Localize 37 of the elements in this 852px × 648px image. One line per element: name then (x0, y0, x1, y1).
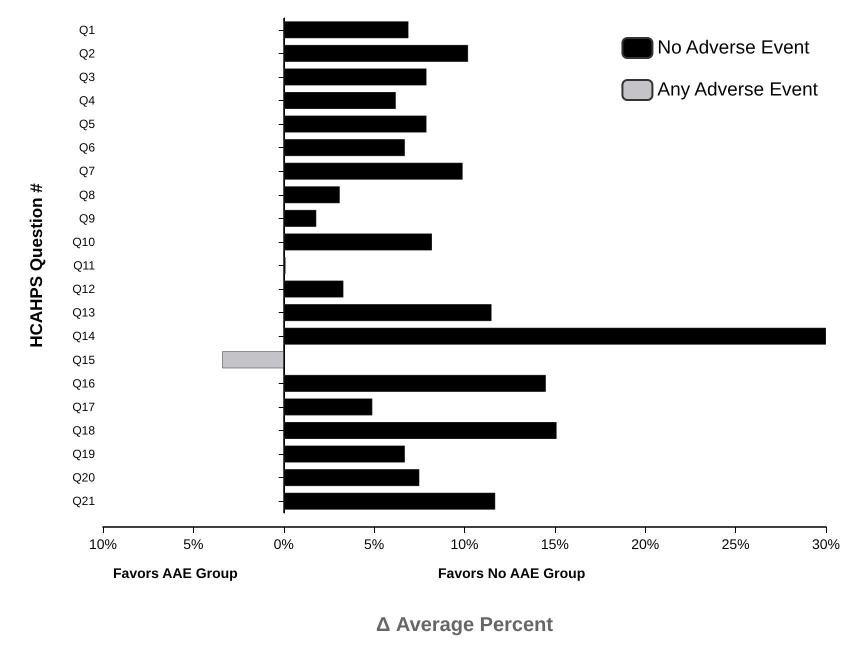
y-tick-label: Q2 (78, 46, 96, 60)
x-tick-label: 20% (631, 536, 660, 552)
y-tick-label: Q11 (73, 258, 96, 272)
y-tick-label: Q4 (78, 94, 96, 108)
y-tick-label: Q13 (72, 306, 96, 320)
y-tick-label: Q9 (78, 211, 96, 226)
x-tick-label: 10% (450, 536, 479, 552)
y-tick-label: Q7 (78, 164, 96, 178)
y-tick-label: Q14 (72, 329, 96, 344)
y-tick-label: Q21 (72, 494, 96, 508)
y-tick-label: Q18 (72, 424, 96, 438)
x-tick-label: 10% (88, 536, 118, 552)
legend-label: Any Adverse Event (657, 80, 819, 100)
x-tick-label: 25% (722, 536, 750, 552)
bar (222, 351, 284, 368)
y-tick-label: Q10 (72, 234, 96, 249)
y-tick-label: Q16 (72, 376, 96, 390)
text: Favors AAE Group (113, 565, 238, 581)
y-axis-title: HCAHPS Question # (27, 182, 46, 348)
y-tick-label: Q17 (72, 400, 96, 414)
y-tick-label: Q6 (78, 140, 96, 155)
x-tick-label: 5% (183, 536, 204, 552)
y-tick-label: Q3 (78, 70, 96, 84)
text: Favors No AAE Group (438, 565, 586, 581)
legend-label: No Adverse Event (657, 38, 810, 58)
y-tick-label: Q20 (72, 470, 96, 485)
y-tick-label: Q1 (78, 22, 96, 37)
x-tick-label: 15% (540, 536, 569, 552)
y-tick-label: Q15 (72, 352, 96, 367)
y-tick-label: Q12 (72, 282, 96, 296)
x-axis-title: Δ Average Percent (376, 614, 554, 636)
y-tick-label: Q19 (72, 447, 96, 462)
y-tick-label: Q5 (78, 117, 96, 132)
x-tick-label: 5% (364, 536, 384, 552)
x-tick-label: 30% (812, 536, 840, 552)
x-tick-label: 0% (274, 536, 294, 552)
y-tick-label: Q8 (78, 188, 96, 202)
